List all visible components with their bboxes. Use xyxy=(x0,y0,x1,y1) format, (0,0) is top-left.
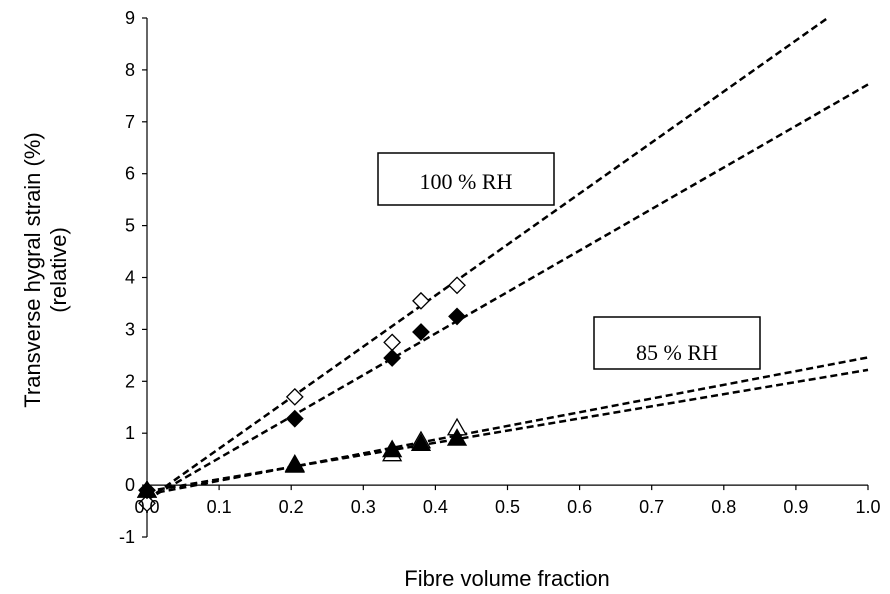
triangle-filled-marker xyxy=(446,428,468,446)
y-tick-label: 1 xyxy=(125,423,135,443)
x-axis-title: Fibre volume fraction xyxy=(404,566,609,591)
x-tick-label: 0.0 xyxy=(134,497,159,517)
y-tick-label: 4 xyxy=(125,268,135,288)
axes xyxy=(142,17,869,538)
annotation-100rh-label: 100 % RH xyxy=(420,169,513,194)
x-tick-label: 0.3 xyxy=(351,497,376,517)
x-tick-label: 0.4 xyxy=(423,497,448,517)
triangle-filled-marker xyxy=(284,455,305,473)
diamond-open-marker xyxy=(383,333,402,352)
annotation-100rh: 100 % RH xyxy=(377,152,555,206)
y-tick-label: 8 xyxy=(125,60,135,80)
trendline-2 xyxy=(147,83,869,501)
x-tick-label: 0.8 xyxy=(711,497,736,517)
trendline-3 xyxy=(147,356,869,496)
y-tick-label: 9 xyxy=(125,8,135,28)
x-tick-label: 0.5 xyxy=(495,497,520,517)
y-axis-title-line-1: Transverse hygral strain (%) xyxy=(20,132,45,407)
tick-labels: -1 0 1 2 3 4 5 6 7 8 9 0.0 0.1 0.2 0.3 0.4 0.5 0.6 0.7 0.8 0… xyxy=(119,8,881,547)
series-4 xyxy=(136,428,468,498)
annotation-100rh-box xyxy=(377,152,555,206)
x-tick-label: 0.6 xyxy=(567,497,592,517)
triangle-filled-marker xyxy=(382,439,403,458)
diamond-open-marker xyxy=(412,291,430,310)
triangle-filled-marker xyxy=(136,479,158,498)
triangle-filled-marker xyxy=(410,433,432,451)
x-tick-label: 0.2 xyxy=(279,497,304,517)
y-axis-title: Transverse hygral strain (%) (relative) xyxy=(20,132,71,407)
y-axis-title-line-2: (relative) xyxy=(46,227,71,313)
annotation-85rh: 85 % RH xyxy=(593,316,761,370)
diamond-open-marker xyxy=(138,494,156,513)
y-tick-label: -1 xyxy=(119,527,135,547)
annotation-85rh-box xyxy=(593,316,761,370)
diamond-open-marker xyxy=(285,387,304,406)
trendline-4 xyxy=(147,368,869,493)
x-tick-label: 0.7 xyxy=(639,497,664,517)
x-tick-label: 0.1 xyxy=(207,497,232,517)
diamond-open-marker xyxy=(448,276,466,295)
y-tick-label: 6 xyxy=(125,164,135,184)
marker-layer xyxy=(136,276,468,513)
y-tick-label: 3 xyxy=(125,319,135,339)
y-tick-label: 7 xyxy=(125,112,135,132)
y-tick-label: 5 xyxy=(125,216,135,236)
y-tick-label: 0 xyxy=(125,475,135,495)
x-tick-label: 1.0 xyxy=(855,497,880,517)
trendline-layer xyxy=(147,18,869,501)
diamond-filled-marker xyxy=(412,323,430,341)
diamond-filled-marker xyxy=(285,409,304,428)
y-tick-label: 2 xyxy=(125,371,135,391)
series-1 xyxy=(138,276,466,513)
diamond-filled-marker xyxy=(383,349,402,367)
trendline-1 xyxy=(147,18,830,501)
x-tick-label: 0.9 xyxy=(783,497,808,517)
annotation-85rh-label: 85 % RH xyxy=(636,340,718,365)
diamond-filled-marker xyxy=(448,307,466,326)
